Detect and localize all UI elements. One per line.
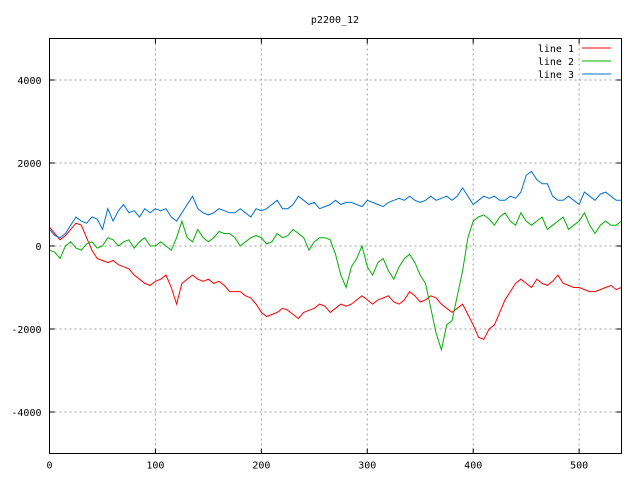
y-tick-label: 2000 (17, 159, 41, 170)
series-line-2 (49, 211, 622, 352)
x-tick-label: 400 (464, 461, 482, 472)
legend-label-3: line 3 (538, 70, 574, 81)
series-line-1 (49, 222, 622, 341)
x-tick-label: 300 (358, 461, 376, 472)
grid (49, 38, 622, 454)
x-tick-label: 500 (570, 461, 588, 472)
series-group (49, 170, 622, 352)
legend-label-2: line 2 (538, 57, 574, 68)
x-tick-label: 100 (146, 461, 164, 472)
y-tick-label: -2000 (11, 325, 41, 336)
x-tick-label: 0 (46, 461, 52, 472)
legend-label-1: line 1 (538, 44, 574, 55)
chart-title: p2200_12 (311, 15, 359, 26)
series-line-3 (49, 170, 622, 239)
legend: line 1 line 2 line 3 (538, 44, 611, 81)
x-tick-label: 200 (252, 461, 270, 472)
y-tick-label: -4000 (11, 408, 41, 419)
axis-ticks: 0 100 200 300 400 500 -4000 -2000 0 2000 4000 (11, 38, 622, 472)
y-tick-label: 4000 (17, 76, 41, 87)
y-tick-label: 0 (35, 242, 41, 253)
